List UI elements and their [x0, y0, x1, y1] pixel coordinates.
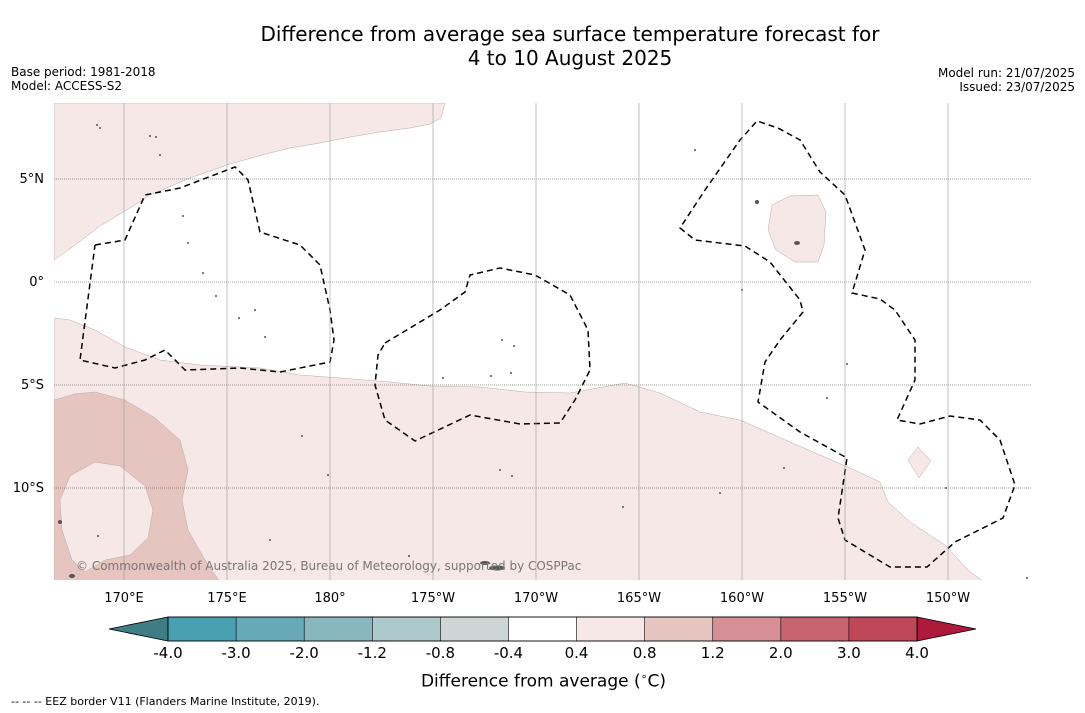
colorbar-under-arrow [108, 616, 169, 642]
lon-label: 175°W [411, 591, 455, 606]
anomaly-hole-southwest [59, 461, 154, 573]
colorbar-label: Difference from average (∘C) [0, 670, 1085, 692]
meridians [123, 103, 949, 580]
issued-text: Issued: 23/07/2025 [959, 80, 1075, 94]
lon-label: 175°E [207, 591, 247, 606]
title-line-1: Difference from average sea surface temp… [260, 22, 880, 46]
colorbar-over-arrow [916, 616, 977, 642]
lat-label: 5°N [20, 172, 45, 187]
anomaly-region-south [54, 317, 983, 580]
colorbar-bin [576, 616, 646, 642]
colorbar-tick-label: 0.8 [633, 644, 657, 662]
anomaly-island-east [767, 194, 827, 263]
colorbar-tick-label: -2.0 [290, 644, 319, 662]
colorbar-tick-label: -1.2 [358, 644, 387, 662]
colorbar: -4.0 -3.0 -2.0 -1.2 -0.8 -0.4 0.4 0.8 1.2 2.0 3.0 4… [108, 616, 977, 662]
lon-label: 150°W [926, 591, 970, 606]
eez-legend: -- -- -- EEZ border V11 (Flanders Marine… [11, 695, 320, 708]
lon-label: 170°W [514, 591, 558, 606]
colorbar-tick-label: 2.0 [769, 644, 793, 662]
anomaly-patch-small [907, 446, 932, 479]
eez-border-east [678, 120, 1016, 568]
anomaly-region-north [54, 103, 446, 261]
metadata-left: Base period: 1981-2018 Model: ACCESS-S2 [11, 65, 156, 93]
colorbar-bins [167, 616, 918, 642]
colorbar-label-text: Difference from average ( [420, 671, 641, 692]
map-plot-area: © Commonwealth of Australia 2025, Bureau… [54, 103, 1031, 580]
model-text: Model: ACCESS-S2 [11, 79, 123, 93]
colorbar-bin [440, 616, 510, 642]
model-run-text: Model run: 21/07/2025 [937, 66, 1075, 80]
eez-border-west [79, 166, 335, 373]
lat-label: 0° [29, 275, 44, 290]
colorbar-bin [303, 616, 374, 642]
lon-label: 170°E [104, 591, 144, 606]
colorbar-frame [167, 616, 918, 642]
copyright-text: © Commonwealth of Australia 2025, Bureau… [76, 559, 581, 573]
latitude-labels: 5°N 0° 5°S 10°S [13, 172, 44, 496]
colorbar-bin [235, 616, 305, 642]
colorbar-tick-label: -0.8 [426, 644, 455, 662]
base-period-text: Base period: 1981-2018 [11, 65, 156, 79]
colorbar-tick-label: 1.2 [701, 644, 725, 662]
colorbar-tick-label: 4.0 [905, 644, 929, 662]
colorbar-tick-label: 3.0 [837, 644, 861, 662]
lon-label: 165°W [617, 591, 661, 606]
colorbar-bin [848, 616, 918, 642]
islands [58, 124, 1028, 579]
colorbar-tick-label: 0.4 [565, 644, 589, 662]
longitude-labels: 170°E 175°E 180° 175°W 170°W 165°W 160°W… [104, 591, 970, 606]
colorbar-tick-label: -4.0 [153, 644, 182, 662]
colorbar-bin [780, 616, 850, 642]
colorbar-bin [508, 616, 578, 642]
lat-label: 5°S [21, 378, 44, 393]
colorbar-tick-label: -3.0 [221, 644, 250, 662]
lon-label: 180° [314, 591, 345, 606]
colorbar-tick-label: -0.4 [494, 644, 523, 662]
map-title: Difference from average sea surface temp… [0, 22, 1085, 70]
colorbar-bin [712, 616, 782, 642]
metadata-right: Model run: 21/07/2025 Issued: 23/07/2025 [938, 66, 1075, 94]
colorbar-bin [644, 616, 714, 642]
graticule [54, 178, 1031, 489]
lon-label: 160°W [720, 591, 764, 606]
title-line-2: 4 to 10 August 2025 [467, 46, 673, 70]
degree-symbol: ∘ [640, 670, 648, 683]
colorbar-label-unit: C) [647, 671, 667, 692]
lat-label: 10°S [13, 481, 44, 496]
colorbar-bin [167, 616, 237, 642]
lon-label: 155°W [823, 591, 867, 606]
colorbar-bin [371, 616, 442, 642]
colorbar-tick-labels: -4.0 -3.0 -2.0 -1.2 -0.8 -0.4 0.4 0.8 1.2 2.0 3.0 4… [153, 644, 929, 662]
